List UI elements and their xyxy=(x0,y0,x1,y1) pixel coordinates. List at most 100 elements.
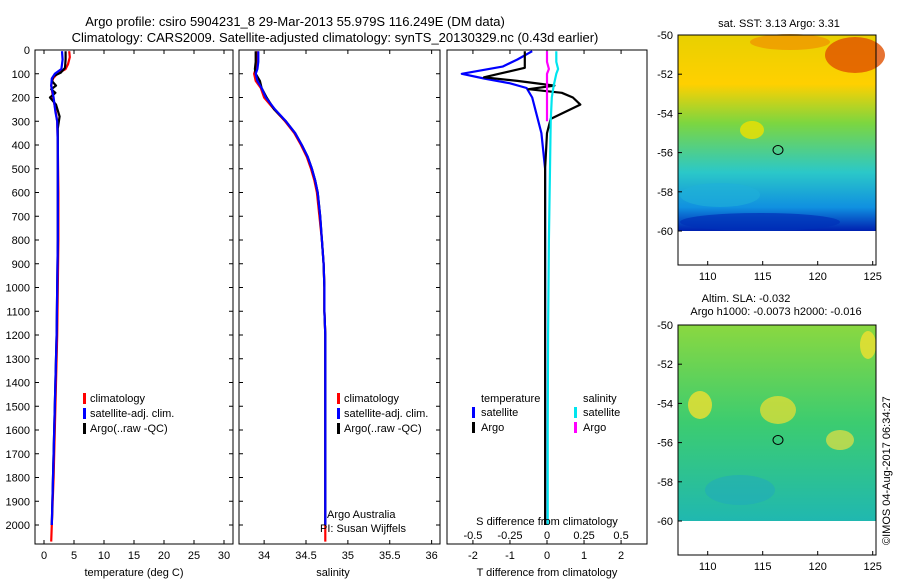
xtick-label: 0 xyxy=(544,550,550,562)
series-line-temperature-satellite xyxy=(460,50,547,525)
sla-map-title-line1: Altim. SLA: -0.032 xyxy=(702,293,791,305)
sla-high-blob xyxy=(826,430,854,450)
sla-high-blob xyxy=(688,391,712,419)
map-xtick-label: 120 xyxy=(809,271,827,283)
map-xtick-label: 125 xyxy=(864,561,882,573)
salinity-yticks xyxy=(239,49,440,526)
sst-map: sat. SST: 3.13 Argo: 3.31 -50-52-54-56-5… xyxy=(657,18,885,283)
map-ytick-label: -50 xyxy=(657,320,673,332)
salinity-annotation-line1: Argo Australia xyxy=(327,509,396,521)
temperature-series xyxy=(48,51,71,542)
difference-top-label: S difference from climatology xyxy=(476,516,618,528)
series-line-satellite-adj-clim- xyxy=(254,51,327,525)
legend-label-s-satellite: satellite xyxy=(583,407,620,419)
map-ytick-label: -60 xyxy=(657,516,673,528)
salinity-legend: climatology satellite-adj. clim. Argo(..… xyxy=(337,393,428,435)
legend-swatch-climatology xyxy=(337,393,340,404)
temperature-xlabel: temperature (deg C) xyxy=(84,567,183,579)
temperature-yticks: 0 100 200 300 400 500 600 700 800 900 1000 1100 1200… xyxy=(6,45,233,532)
xtick-label: 30 xyxy=(218,550,230,562)
salinity-annotation-line2: PI: Susan Wijffels xyxy=(320,523,406,535)
ytick-label: 500 xyxy=(12,164,30,176)
map-ytick-label: -56 xyxy=(657,148,673,160)
ytick-label: 1600 xyxy=(6,425,30,437)
ytick-label: 1500 xyxy=(6,401,30,413)
ytick-label: 400 xyxy=(12,140,30,152)
ytick-label: 300 xyxy=(12,116,30,128)
xtick-label: 34.5 xyxy=(295,550,316,562)
ytick-label: 1700 xyxy=(6,449,30,461)
sst-cold-band xyxy=(680,213,840,231)
legend-label-t-argo: Argo xyxy=(481,422,504,434)
top-tick-label: 0 xyxy=(544,530,550,542)
map-ytick-label: -58 xyxy=(657,187,673,199)
xtick-label: 0 xyxy=(41,550,47,562)
sst-map-frame xyxy=(677,34,877,266)
ytick-label: 1800 xyxy=(6,473,30,485)
map-xtick-label: 115 xyxy=(754,561,772,573)
series-line-argo-raw-qc- xyxy=(253,51,327,525)
difference-series xyxy=(460,50,582,525)
sla-map-frame xyxy=(677,324,877,556)
xtick-label: 5 xyxy=(71,550,77,562)
difference-panel: -2 -1 0 1 2 -0.5 -0.25 0 0.25 0.5 T difference f… xyxy=(446,49,648,579)
xtick-label: 35 xyxy=(342,550,354,562)
ytick-label: 2000 xyxy=(6,520,30,532)
map-ytick-label: -54 xyxy=(657,398,673,410)
map-ytick-label: -58 xyxy=(657,477,673,489)
legend-swatch-argo xyxy=(337,423,340,434)
sst-map-blank xyxy=(678,231,876,265)
xtick-label: 20 xyxy=(158,550,170,562)
sst-map-yticks: -50 -52 -54 -56 -58 -60 xyxy=(657,30,682,238)
map-ytick-label: -60 xyxy=(657,226,673,238)
temperature-panel: 0100200300400500600700800900100011001200… xyxy=(6,45,234,579)
map-xtick-label: 125 xyxy=(864,271,882,283)
difference-top-ticks: -0.5 -0.25 0 0.25 0.5 xyxy=(463,530,628,542)
legend-swatch-s-argo xyxy=(574,422,577,433)
legend-label-t-satellite: satellite xyxy=(481,407,518,419)
series-line-salinity-satellite xyxy=(546,51,560,525)
legend-title-temperature: temperature xyxy=(481,393,540,405)
ytick-label: 1400 xyxy=(6,378,30,390)
ytick-label: 100 xyxy=(12,69,30,81)
difference-xticks: -2 -1 0 1 2 xyxy=(468,50,624,562)
header-line2: Climatology: CARS2009. Satellite-adjuste… xyxy=(72,30,599,45)
legend-label-argo: Argo(..raw -QC) xyxy=(344,423,422,435)
difference-xlabel: T difference from climatology xyxy=(477,567,618,579)
temperature-xticks: 0 5 10 15 20 25 30 xyxy=(41,50,230,562)
legend-swatch-satellite xyxy=(337,408,340,419)
sst-float-position-marker xyxy=(772,145,784,155)
legend-label-s-argo: Argo xyxy=(583,422,606,434)
ytick-label: 1100 xyxy=(6,306,30,318)
sla-map-yticks: -50 -52 -54 -56 -58 -60 xyxy=(657,320,682,528)
map-ytick-label: -52 xyxy=(657,69,673,81)
sla-map: Altim. SLA: -0.032 Argo h1000: -0.0073 h… xyxy=(657,293,882,573)
xtick-label: 10 xyxy=(98,550,110,562)
xtick-label: 36 xyxy=(426,550,438,562)
legend-swatch-s-satellite xyxy=(574,407,577,418)
ytick-label: 900 xyxy=(12,259,30,271)
xtick-label: 35.5 xyxy=(379,550,400,562)
xtick-label: -2 xyxy=(468,550,478,562)
salinity-panel: 34 34.5 35 35.5 36 salinity climatology sate… xyxy=(238,49,441,579)
sla-high-blob xyxy=(860,331,876,359)
sst-map-xticks: 110 115 120 125 xyxy=(699,261,882,283)
ytick-label: 1200 xyxy=(6,330,30,342)
ytick-label: 1300 xyxy=(6,354,30,366)
ytick-label: 600 xyxy=(12,188,30,200)
map-xtick-label: 110 xyxy=(699,271,717,283)
sst-warm-patch xyxy=(825,37,885,73)
xtick-label: -1 xyxy=(505,550,515,562)
xtick-label: 15 xyxy=(128,550,140,562)
sla-high-blob xyxy=(760,396,796,424)
top-tick-label: -0.25 xyxy=(497,530,522,542)
legend-title-salinity: salinity xyxy=(583,393,617,405)
series-line-temperature-argo xyxy=(482,51,582,525)
sla-map-xticks: 110 115 120 125 xyxy=(699,551,882,573)
legend-label-climatology: climatology xyxy=(90,393,146,405)
map-ytick-label: -52 xyxy=(657,359,673,371)
top-tick-label: 0.25 xyxy=(573,530,594,542)
sst-warm-patch xyxy=(750,34,830,50)
map-xtick-label: 115 xyxy=(754,271,772,283)
